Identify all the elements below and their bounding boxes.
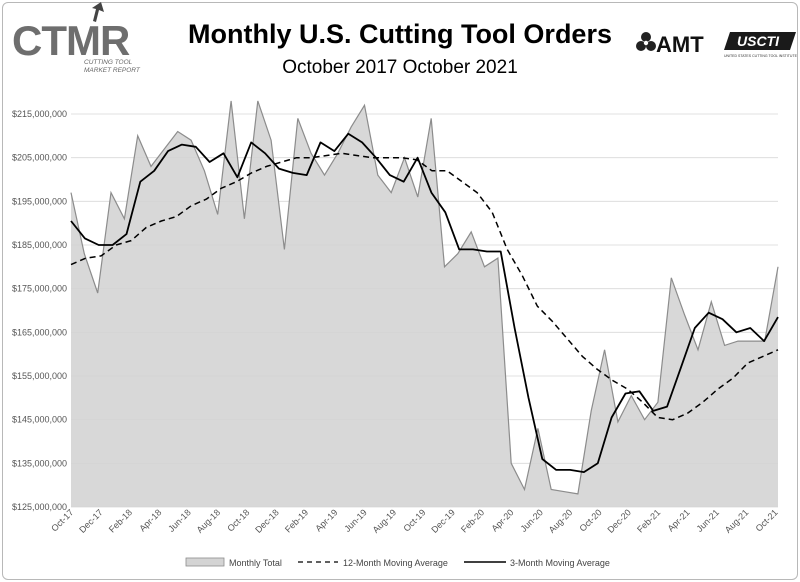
12-month-moving-average-line bbox=[70, 152, 779, 421]
x-tick-label: Aug-18 bbox=[195, 507, 223, 535]
y-tick-label: $165,000,000 bbox=[12, 327, 67, 337]
uscti-logo: USCTI UNITED STATES CUTTING TOOL INSTITU… bbox=[724, 32, 798, 58]
series-layer bbox=[70, 100, 779, 508]
x-tick-label: Aug-19 bbox=[371, 507, 399, 535]
x-tick-label: Oct-21 bbox=[754, 507, 780, 533]
uscti-tagline: UNITED STATES CUTTING TOOL INSTITUTE bbox=[724, 54, 798, 58]
x-axis: Oct-17 Dec-17 Feb-18 Apr-18 Jun-18 Aug-18 Oct-… bbox=[49, 507, 780, 535]
legend-swatch-monthly-total bbox=[185, 557, 225, 567]
legend-label-12-month-average: 12-Month Moving Average bbox=[343, 558, 448, 568]
legend: Monthly Total 12-Month Moving Average 3-… bbox=[185, 557, 610, 568]
x-tick-label: Dec-20 bbox=[605, 507, 633, 535]
x-tick-label: Aug-20 bbox=[547, 507, 575, 535]
x-tick-label: Apr-21 bbox=[666, 507, 692, 533]
amt-logo-text: AMT bbox=[656, 32, 704, 57]
monthly-total-line bbox=[70, 100, 779, 495]
amt-trefoil-icon bbox=[636, 32, 656, 51]
x-tick-label: Apr-18 bbox=[137, 507, 163, 533]
x-tick-label: Feb-19 bbox=[283, 507, 310, 534]
y-axis: $125,000,000 $135,000,000 $145,000,000 $155… bbox=[12, 109, 67, 512]
ctmr-logo: CTMR CUTTING TOOL MARKET REPORT bbox=[12, 2, 141, 74]
amt-logo: AMT bbox=[636, 32, 704, 57]
ctmr-logo-icon bbox=[92, 2, 104, 22]
x-tick-label: Apr-19 bbox=[313, 507, 339, 533]
x-tick-label: Feb-18 bbox=[107, 507, 134, 534]
monthly-total-area bbox=[71, 100, 778, 508]
chart-title: Monthly U.S. Cutting Tool Orders bbox=[188, 19, 612, 49]
y-tick-label: $215,000,000 bbox=[12, 109, 67, 119]
uscti-badge-icon bbox=[724, 32, 796, 50]
y-tick-label: $175,000,000 bbox=[12, 284, 67, 294]
3-month-moving-average-line bbox=[70, 132, 779, 474]
x-tick-label: Jun-18 bbox=[166, 507, 193, 534]
y-tick-label: $155,000,000 bbox=[12, 371, 67, 381]
ctmr-tagline-2: MARKET REPORT bbox=[84, 67, 141, 74]
chart-subtitle: October 2017 October 2021 bbox=[282, 57, 518, 78]
x-tick-label: Jun-19 bbox=[342, 507, 369, 534]
x-tick-label: Aug-21 bbox=[723, 507, 751, 535]
x-tick-label: Jun-21 bbox=[695, 507, 722, 534]
y-tick-label: $185,000,000 bbox=[12, 240, 67, 250]
x-tick-label: Feb-20 bbox=[459, 507, 486, 534]
x-tick-label: Feb-21 bbox=[635, 507, 662, 534]
ctmr-tagline-1: CUTTING TOOL bbox=[84, 59, 133, 66]
ctmr-logo-letters: CTMR bbox=[12, 17, 130, 64]
legend-label-monthly-total: Monthly Total bbox=[229, 558, 282, 568]
y-tick-label: $125,000,000 bbox=[12, 502, 67, 512]
y-tick-label: $205,000,000 bbox=[12, 153, 67, 163]
x-tick-label: Dec-19 bbox=[429, 507, 457, 535]
y-tick-label: $145,000,000 bbox=[12, 415, 67, 425]
x-tick-label: Oct-20 bbox=[577, 507, 603, 533]
x-tick-label: Jun-20 bbox=[518, 507, 545, 534]
x-tick-label: Oct-19 bbox=[401, 507, 427, 533]
legend-label-3-month-average: 3-Month Moving Average bbox=[510, 558, 610, 568]
x-tick-label: Dec-17 bbox=[77, 507, 105, 535]
x-tick-label: Oct-18 bbox=[225, 507, 251, 533]
y-tick-label: $135,000,000 bbox=[12, 458, 67, 468]
y-tick-label: $195,000,000 bbox=[12, 196, 67, 206]
x-tick-label: Dec-18 bbox=[253, 507, 281, 535]
uscti-logo-text: USCTI bbox=[737, 33, 780, 49]
x-tick-label: Apr-20 bbox=[489, 507, 515, 533]
